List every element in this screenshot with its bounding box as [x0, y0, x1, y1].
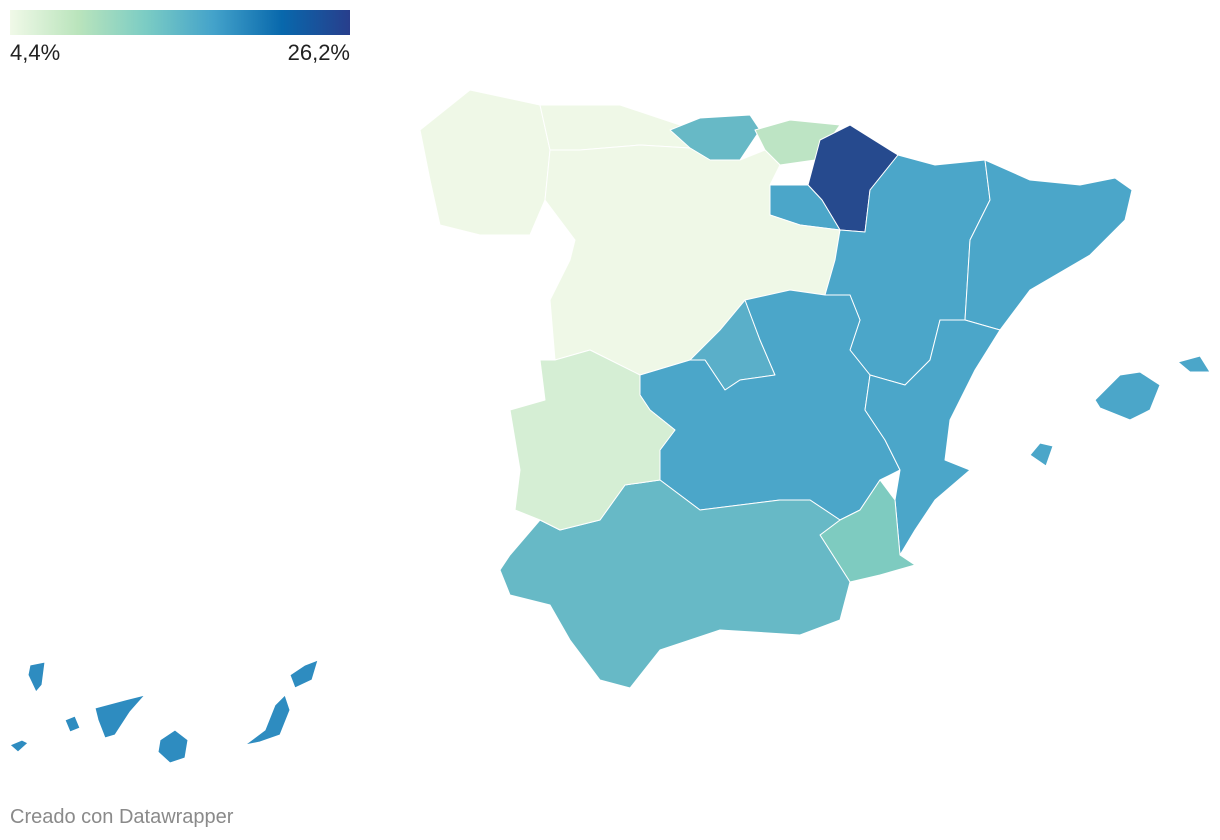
region	[419, 89, 551, 236]
region	[964, 159, 1133, 331]
region	[289, 659, 319, 689]
legend-min-label: 4,4%	[10, 40, 60, 65]
region	[9, 739, 29, 753]
region	[157, 729, 189, 764]
region	[819, 479, 916, 583]
credit: Creado con Datawrapper	[10, 806, 234, 828]
region	[509, 349, 676, 531]
region	[27, 661, 46, 693]
region	[64, 715, 81, 733]
legend-gradient	[10, 10, 350, 35]
legend-max-label: 26,2%	[288, 40, 350, 65]
region	[539, 104, 691, 151]
region	[244, 694, 291, 746]
regions	[9, 89, 1211, 764]
region	[1094, 371, 1161, 421]
region	[1177, 355, 1211, 373]
region	[1029, 442, 1054, 467]
region	[94, 694, 146, 739]
